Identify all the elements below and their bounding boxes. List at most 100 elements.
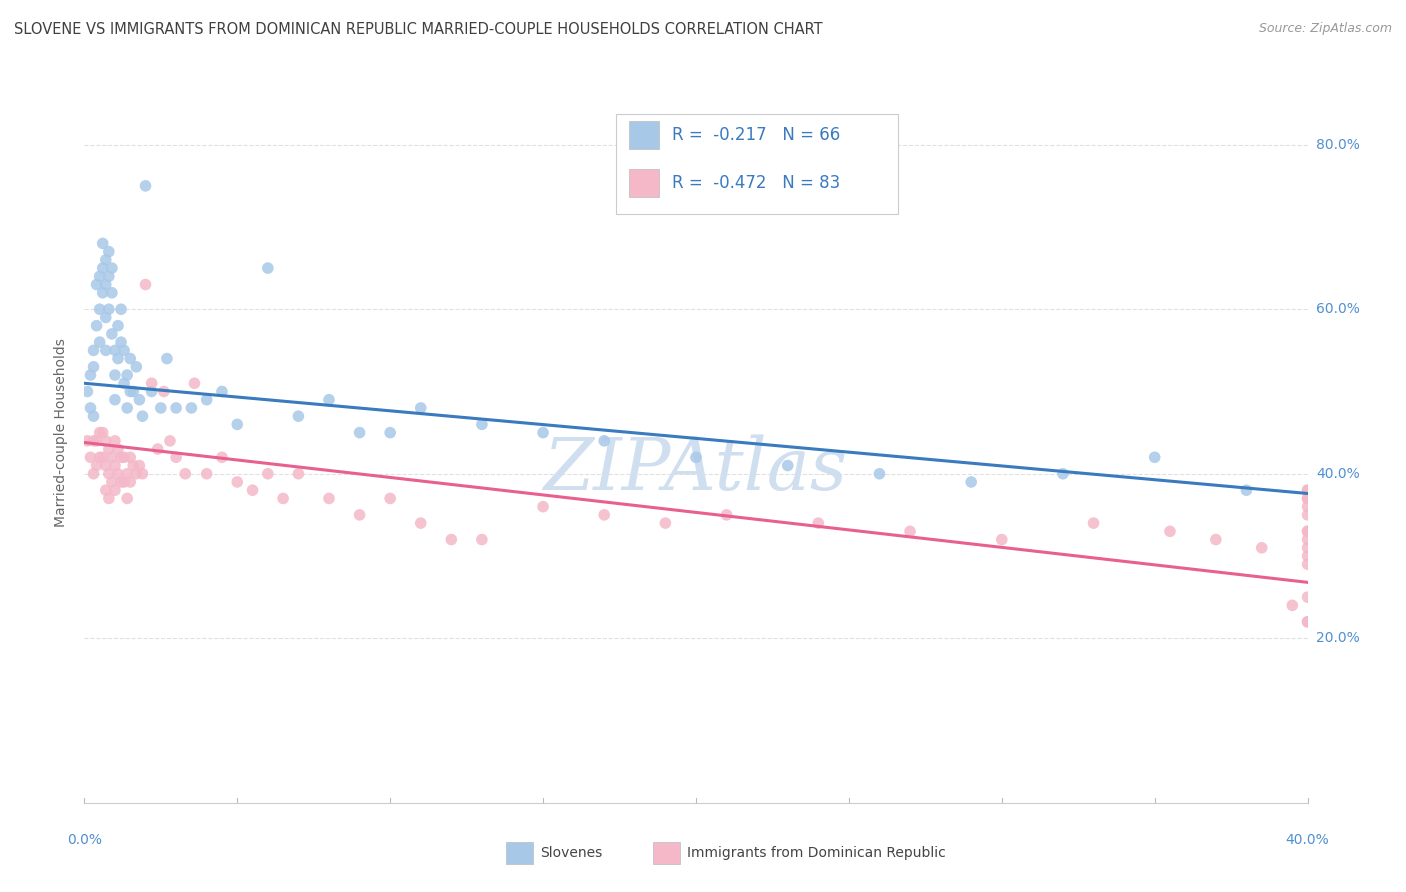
- Point: [349, 508, 371, 522]
- Point: [104, 392, 127, 407]
- Point: [1250, 541, 1272, 555]
- Point: [107, 351, 129, 366]
- Point: [91, 236, 114, 251]
- Text: R =  -0.472   N = 83: R = -0.472 N = 83: [672, 174, 839, 192]
- Point: [211, 450, 233, 465]
- Point: [94, 458, 117, 473]
- Point: [115, 401, 138, 415]
- Point: [125, 467, 148, 481]
- Point: [1159, 524, 1181, 539]
- Text: 40.0%: 40.0%: [1316, 467, 1360, 481]
- Point: [110, 335, 132, 350]
- Point: [101, 326, 124, 341]
- Text: 60.0%: 60.0%: [1316, 302, 1360, 317]
- Point: [380, 491, 402, 506]
- Point: [135, 277, 157, 292]
- Point: [318, 491, 340, 506]
- Point: [141, 376, 163, 391]
- Point: [898, 524, 921, 539]
- Point: [110, 450, 132, 465]
- Point: [159, 434, 181, 448]
- Point: [79, 401, 101, 415]
- Point: [83, 434, 105, 448]
- Point: [79, 450, 101, 465]
- Point: [97, 269, 120, 284]
- Point: [685, 450, 707, 465]
- Point: [112, 450, 135, 465]
- Point: [97, 491, 120, 506]
- Text: 40.0%: 40.0%: [1285, 833, 1330, 847]
- Point: [128, 458, 150, 473]
- Point: [1296, 483, 1319, 498]
- Point: [226, 417, 249, 432]
- Point: [104, 368, 127, 382]
- Point: [156, 351, 179, 366]
- Point: [440, 533, 463, 547]
- Point: [101, 261, 124, 276]
- Point: [1205, 533, 1227, 547]
- Y-axis label: Married-couple Households: Married-couple Households: [55, 338, 69, 527]
- Point: [960, 475, 983, 489]
- Point: [86, 318, 108, 333]
- Point: [593, 508, 616, 522]
- Point: [120, 450, 142, 465]
- Point: [531, 425, 554, 440]
- Point: [1296, 491, 1319, 506]
- Point: [257, 261, 280, 276]
- Point: [409, 516, 432, 530]
- Point: [195, 392, 218, 407]
- Point: [287, 409, 309, 424]
- Point: [89, 335, 111, 350]
- Point: [101, 475, 124, 489]
- Point: [104, 483, 127, 498]
- Point: [97, 467, 120, 481]
- Point: [183, 376, 205, 391]
- Point: [257, 467, 280, 481]
- Point: [716, 508, 738, 522]
- Point: [531, 500, 554, 514]
- Point: [146, 442, 169, 456]
- FancyBboxPatch shape: [628, 169, 659, 197]
- Point: [86, 434, 108, 448]
- Point: [89, 425, 111, 440]
- Text: Source: ZipAtlas.com: Source: ZipAtlas.com: [1258, 22, 1392, 36]
- Point: [1296, 549, 1319, 563]
- Point: [91, 450, 114, 465]
- Point: [89, 450, 111, 465]
- Text: SLOVENE VS IMMIGRANTS FROM DOMINICAN REPUBLIC MARRIED-COUPLE HOUSEHOLDS CORRELAT: SLOVENE VS IMMIGRANTS FROM DOMINICAN REP…: [14, 22, 823, 37]
- Point: [776, 458, 799, 473]
- Point: [107, 318, 129, 333]
- Point: [97, 442, 120, 456]
- Point: [180, 401, 202, 415]
- Point: [1296, 590, 1319, 604]
- FancyBboxPatch shape: [506, 842, 533, 864]
- Point: [1296, 524, 1319, 539]
- Point: [1281, 599, 1303, 613]
- Point: [76, 434, 98, 448]
- Point: [991, 533, 1014, 547]
- Point: [1296, 500, 1319, 514]
- Point: [115, 368, 138, 382]
- Point: [1052, 467, 1074, 481]
- Point: [91, 285, 114, 300]
- Point: [1296, 533, 1319, 547]
- Point: [115, 467, 138, 481]
- Point: [86, 277, 108, 292]
- Point: [115, 491, 138, 506]
- Point: [153, 384, 176, 399]
- Point: [83, 359, 105, 374]
- Text: R =  -0.217   N = 66: R = -0.217 N = 66: [672, 126, 839, 144]
- Point: [110, 475, 132, 489]
- Point: [86, 458, 108, 473]
- Point: [654, 516, 676, 530]
- Point: [104, 458, 127, 473]
- Point: [1296, 491, 1319, 506]
- Point: [128, 392, 150, 407]
- FancyBboxPatch shape: [628, 121, 659, 149]
- Point: [94, 277, 117, 292]
- Point: [226, 475, 249, 489]
- Point: [131, 467, 153, 481]
- Point: [131, 409, 153, 424]
- Point: [287, 467, 309, 481]
- Point: [120, 475, 142, 489]
